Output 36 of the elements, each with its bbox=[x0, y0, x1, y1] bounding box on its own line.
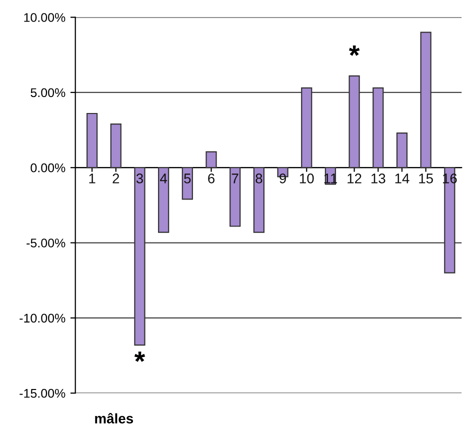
bar bbox=[206, 151, 217, 168]
x-tick-label: 6 bbox=[208, 174, 215, 184]
bar bbox=[182, 167, 193, 200]
x-axis-title: mâles bbox=[95, 412, 134, 424]
x-tick-label: 14 bbox=[395, 174, 410, 184]
bar bbox=[372, 87, 384, 168]
x-tick-label: 10 bbox=[300, 174, 314, 184]
bar bbox=[301, 87, 312, 168]
bar bbox=[396, 132, 408, 168]
bar bbox=[134, 167, 146, 346]
annotation: * bbox=[348, 45, 360, 56]
x-tick-label: 13 bbox=[371, 174, 386, 184]
x-tick-label: 5 bbox=[184, 174, 191, 184]
bar bbox=[253, 167, 264, 233]
y-tick-label: 5.00% bbox=[30, 88, 66, 98]
bar bbox=[230, 167, 241, 227]
annotation: * bbox=[134, 352, 146, 362]
bar bbox=[420, 32, 432, 168]
bar bbox=[110, 123, 122, 168]
bar bbox=[348, 75, 360, 168]
y-tick-label: -5.00% bbox=[26, 238, 66, 248]
x-tick-label: 4 bbox=[160, 174, 168, 184]
bar bbox=[444, 167, 456, 274]
x-tick-label: 8 bbox=[256, 174, 262, 184]
y-tick-label: 0.00% bbox=[30, 163, 66, 172]
x-tick-label: 7 bbox=[232, 174, 238, 184]
x-tick-label: 2 bbox=[112, 174, 120, 184]
bar bbox=[158, 167, 170, 233]
x-tick-label: 1 bbox=[89, 174, 96, 184]
x-tick-label: 3 bbox=[136, 174, 143, 184]
x-tick-label: 15 bbox=[419, 174, 433, 184]
bar bbox=[86, 112, 98, 168]
x-tick-label: 12 bbox=[348, 174, 362, 184]
y-tick-label: -10.00% bbox=[20, 314, 66, 323]
y-tick-label: 10.00% bbox=[24, 13, 66, 22]
y-tick-label: -15.00% bbox=[20, 388, 66, 398]
